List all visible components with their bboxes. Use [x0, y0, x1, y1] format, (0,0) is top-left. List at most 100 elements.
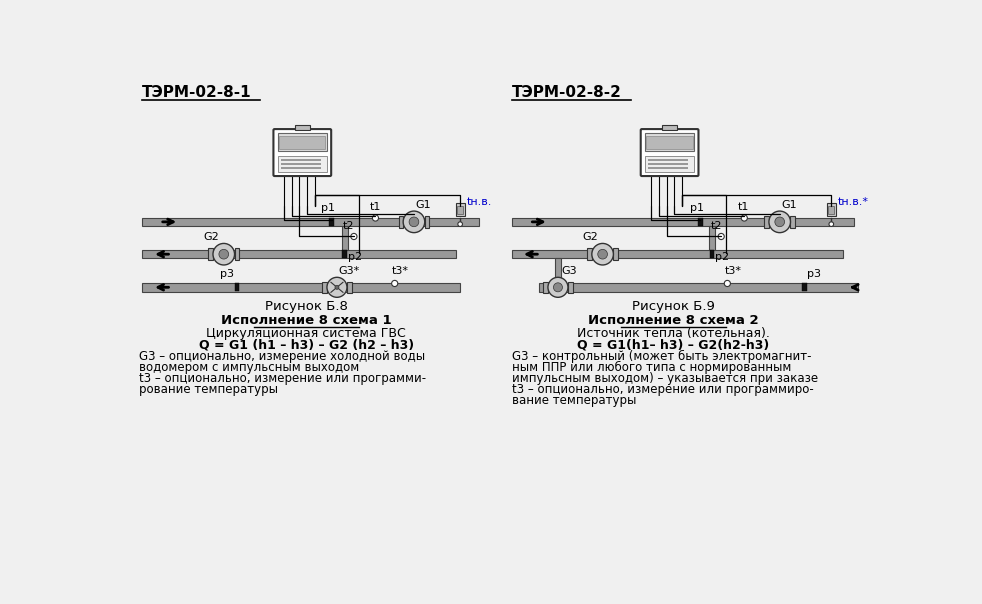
Circle shape: [409, 217, 418, 226]
Bar: [322, 282, 327, 293]
Bar: [543, 282, 548, 293]
Text: t3 – опционально, измерение или программи-: t3 – опционально, измерение или программ…: [139, 372, 426, 385]
Bar: [278, 133, 327, 151]
Text: p2: p2: [715, 252, 730, 262]
Circle shape: [404, 211, 425, 233]
Bar: [512, 217, 854, 226]
Text: p2: p2: [348, 252, 361, 262]
Circle shape: [335, 285, 339, 289]
Text: Циркуляционная система ГВС: Циркуляционная система ГВС: [206, 327, 406, 339]
Bar: [208, 248, 213, 260]
Circle shape: [392, 280, 398, 286]
Bar: [710, 250, 714, 258]
Bar: [142, 250, 457, 259]
Text: ТЭРМ-02-8-2: ТЭРМ-02-8-2: [512, 85, 622, 100]
Bar: [568, 282, 573, 293]
Bar: [648, 167, 688, 169]
Text: G1: G1: [782, 200, 796, 210]
Bar: [278, 156, 327, 172]
Circle shape: [351, 233, 357, 240]
Circle shape: [213, 243, 235, 265]
Bar: [281, 159, 321, 161]
Text: вание температуры: вание температуры: [512, 394, 636, 406]
Text: Q = G1 (h1 – h3) – G2 (h2 – h3): Q = G1 (h1 – h3) – G2 (h2 – h3): [198, 339, 413, 352]
Bar: [802, 283, 806, 291]
Circle shape: [829, 222, 834, 226]
Text: Исполнение 8 схема 2: Исполнение 8 схема 2: [588, 313, 759, 327]
Bar: [645, 156, 694, 172]
Text: t3*: t3*: [392, 266, 409, 276]
Bar: [662, 125, 678, 130]
Text: рование температуры: рование температуры: [139, 383, 278, 396]
Text: импульсным выходом) – указывается при заказе: импульсным выходом) – указывается при за…: [512, 372, 818, 385]
Text: p1: p1: [321, 203, 335, 213]
Bar: [425, 216, 429, 228]
Text: G1: G1: [415, 200, 431, 210]
Circle shape: [327, 277, 347, 297]
Circle shape: [554, 283, 563, 292]
Bar: [342, 226, 348, 250]
Text: t1: t1: [369, 202, 381, 211]
Circle shape: [219, 249, 229, 259]
Bar: [279, 137, 325, 149]
Text: G2: G2: [203, 233, 220, 242]
Bar: [587, 248, 592, 260]
Bar: [512, 250, 843, 259]
Bar: [828, 207, 835, 214]
Text: t3 – опционально, измерение или программиро-: t3 – опционально, измерение или программ…: [512, 383, 813, 396]
Text: Источник тепла (котельная).: Источник тепла (котельная).: [577, 327, 770, 339]
Bar: [457, 207, 464, 214]
Bar: [709, 226, 715, 250]
Circle shape: [372, 215, 378, 221]
Bar: [347, 282, 352, 293]
Text: Рисунок Б.8: Рисунок Б.8: [265, 300, 348, 313]
Bar: [791, 216, 795, 228]
Bar: [281, 167, 321, 169]
Bar: [764, 216, 769, 228]
Bar: [329, 218, 334, 226]
Text: t2: t2: [710, 221, 722, 231]
Bar: [539, 283, 858, 292]
Bar: [399, 216, 404, 228]
Bar: [648, 159, 688, 161]
Bar: [614, 248, 618, 260]
FancyBboxPatch shape: [640, 129, 698, 176]
Circle shape: [718, 233, 725, 240]
Circle shape: [592, 243, 614, 265]
FancyBboxPatch shape: [273, 129, 331, 176]
Text: tн.в.*: tн.в.*: [838, 197, 868, 207]
Bar: [235, 283, 240, 291]
Circle shape: [458, 222, 463, 226]
Bar: [281, 163, 321, 165]
Circle shape: [725, 280, 731, 286]
Circle shape: [741, 215, 747, 221]
Circle shape: [548, 277, 568, 297]
Bar: [645, 133, 694, 151]
Text: G3: G3: [562, 266, 577, 276]
Text: p3: p3: [807, 269, 821, 278]
Circle shape: [775, 217, 785, 226]
Bar: [698, 218, 703, 226]
Bar: [295, 125, 310, 130]
Text: ТЭРМ-02-8-1: ТЭРМ-02-8-1: [142, 85, 251, 100]
Bar: [142, 283, 461, 292]
Circle shape: [769, 211, 791, 233]
Text: Q = G1(h1– h3) – G2(h2-h3): Q = G1(h1– h3) – G2(h2-h3): [577, 339, 770, 352]
Text: G2: G2: [582, 233, 598, 242]
Text: Исполнение 8 схема 1: Исполнение 8 схема 1: [221, 313, 392, 327]
Text: G3 – опционально, измерение холодной воды: G3 – опционально, измерение холодной вод…: [139, 350, 425, 364]
Bar: [235, 248, 240, 260]
Text: tн.в.: tн.в.: [466, 197, 492, 207]
Text: ным ППР или любого типа с нормированным: ным ППР или любого типа с нормированным: [512, 361, 791, 374]
Bar: [142, 217, 479, 226]
Bar: [456, 202, 464, 216]
Bar: [555, 258, 561, 283]
Text: p1: p1: [689, 203, 704, 213]
Bar: [343, 250, 347, 258]
Text: t1: t1: [738, 202, 749, 211]
Bar: [648, 163, 688, 165]
Text: водомером с импульсным выходом: водомером с импульсным выходом: [139, 361, 359, 374]
Text: t3*: t3*: [725, 266, 741, 276]
Circle shape: [598, 249, 608, 259]
Bar: [827, 202, 836, 216]
